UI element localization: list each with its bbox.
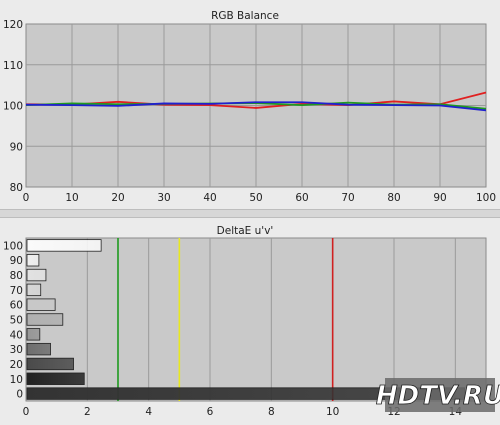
deltae-x-tick-label: 4 (145, 406, 152, 418)
rgb-x-tick-label: 50 (249, 192, 262, 204)
rgb-y-tick-label: 80 (10, 182, 23, 194)
deltae-category-label: 70 (10, 285, 23, 297)
deltae-x-tick-label: 6 (207, 406, 214, 418)
rgb-balance-title: RGB Balance (211, 10, 279, 22)
deltae-bar (26, 387, 465, 400)
rgb-x-tick-label: 70 (341, 192, 354, 204)
deltae-category-label: 10 (10, 374, 23, 386)
deltae-bar (26, 342, 51, 356)
rgb-x-tick-label: 20 (111, 192, 124, 204)
deltae-category-label: 100 (3, 240, 23, 252)
deltae-bar (26, 268, 47, 282)
deltae-bar (26, 254, 40, 267)
deltae-bar (26, 372, 85, 385)
rgb-y-tick-label: 110 (3, 60, 23, 72)
deltae-bar (26, 328, 41, 341)
deltae-bar (26, 313, 64, 326)
rgb-x-tick-label: 10 (65, 192, 78, 204)
deltae-x-tick-label: 8 (268, 406, 275, 418)
rgb-x-tick-label: 60 (295, 192, 308, 204)
rgb-balance-chart: 0 10 20 30 40 50 60 70 80 90 100 80 90 100 110 120 (3, 19, 496, 204)
panel-divider (0, 209, 500, 218)
deltae-category-label: 60 (10, 300, 23, 312)
deltae-category-label: 40 (10, 329, 23, 341)
deltae-category-label: 0 (16, 389, 23, 401)
rgb-series-blue-line (25, 101, 487, 112)
deltae-bar (26, 283, 42, 297)
rgb-y-tick-label: 120 (3, 19, 23, 31)
deltae-category-label: 50 (10, 315, 23, 327)
deltae-x-tick-label: 14 (449, 406, 463, 418)
rgb-y-tick-label: 90 (10, 141, 23, 153)
rgb-series-red-line (25, 91, 487, 109)
deltae-x-tick-label: 10 (326, 406, 339, 418)
rgb-x-tick-label: 100 (476, 192, 496, 204)
deltae-x-tick-label: 0 (23, 406, 30, 418)
rgb-x-tick-label: 0 (23, 192, 30, 204)
deltae-category-label: 90 (10, 255, 23, 267)
deltae-bar (26, 298, 56, 311)
deltae-x-tick-label: 2 (84, 406, 91, 418)
deltae-bar (26, 357, 74, 371)
deltae-title: DeltaE u'v' (217, 225, 274, 237)
deltae-bar (26, 239, 102, 252)
rgb-x-tick-label: 90 (433, 192, 446, 204)
rgb-x-tick-label: 40 (203, 192, 216, 204)
deltae-x-tick-label: 12 (387, 406, 400, 418)
rgb-x-tick-label: 80 (387, 192, 400, 204)
deltae-category-label: 20 (10, 359, 23, 371)
deltae-category-label: 30 (10, 344, 23, 356)
deltae-category-label: 80 (10, 270, 23, 282)
deltae-plot-area (25, 237, 487, 402)
rgb-x-tick-label: 30 (157, 192, 170, 204)
rgb-y-tick-label: 100 (3, 101, 23, 113)
